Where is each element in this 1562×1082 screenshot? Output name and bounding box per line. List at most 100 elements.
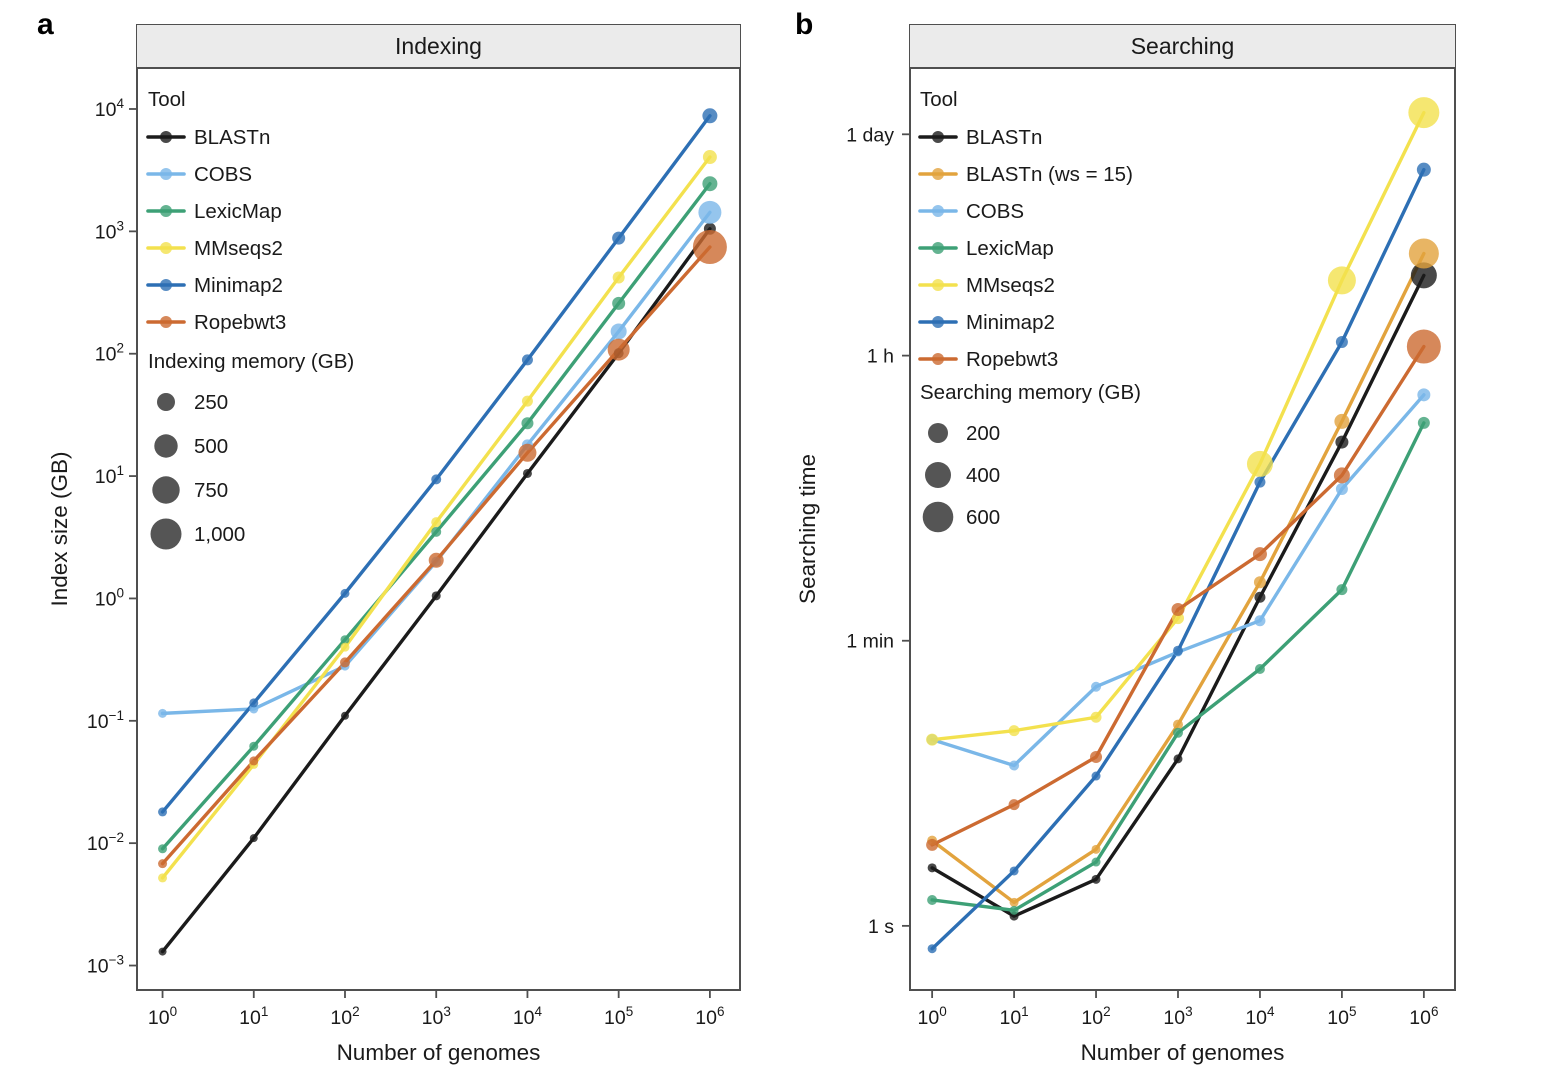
data-point: [158, 873, 168, 883]
series-line-LexicMap: [930, 421, 1426, 913]
series-points-Ropebwt3: [926, 329, 1441, 851]
data-point: [1333, 467, 1350, 484]
legend-point-swatch: [932, 279, 944, 291]
data-point: [521, 395, 533, 407]
legend-item-label: COBS: [966, 200, 1024, 223]
size-legend-label: 500: [194, 435, 228, 458]
series-points-Ropebwt3: [158, 229, 727, 869]
panel-b: 100 101 102 103 104 105 106 1 day 1 h 1 min 1 s Too…: [846, 67, 1456, 1029]
data-point: [1246, 450, 1273, 477]
data-point: [1335, 435, 1349, 449]
series-points-MMseqs2: [926, 97, 1440, 746]
series-points-LexicMap: [927, 416, 1430, 915]
data-point: [610, 323, 627, 340]
data-point: [1406, 329, 1441, 364]
data-point: [158, 807, 168, 817]
series-points-LexicMap: [158, 176, 718, 854]
data-point: [927, 894, 938, 905]
data-point: [607, 338, 630, 361]
series-points-Minimap2: [158, 108, 718, 817]
legend-item-label: MMseqs2: [194, 237, 283, 260]
x-axis-tick-label: 102: [1081, 1004, 1110, 1029]
data-point: [1334, 413, 1350, 429]
x-axis-tick-label: 101: [239, 1004, 268, 1029]
panel-a-y-axis-title: Index size (GB): [47, 451, 72, 607]
size-legend-label: 200: [966, 422, 1000, 445]
data-point: [1090, 751, 1103, 764]
data-point: [1254, 476, 1266, 488]
data-point: [158, 844, 168, 854]
x-axis-tick-label: 100: [918, 1004, 947, 1029]
data-point: [158, 708, 168, 718]
data-point: [1254, 591, 1266, 603]
legend-item-label: LexicMap: [966, 237, 1054, 260]
tool-legend-title: Tool: [920, 88, 958, 111]
size-legend-label: 600: [966, 506, 1000, 529]
data-point: [158, 859, 168, 869]
size-legend-circle: [152, 476, 180, 504]
data-point: [1173, 754, 1183, 764]
series-line-Ropebwt3: [930, 344, 1426, 847]
legend-item-label: LexicMap: [194, 200, 282, 223]
data-point: [1408, 238, 1439, 269]
size-legend-circle: [154, 434, 178, 458]
data-point: [612, 296, 626, 310]
x-axis-tick-label: 104: [513, 1004, 543, 1029]
legend-point-swatch: [160, 242, 172, 254]
data-point: [521, 417, 534, 430]
x-axis-tick-label: 106: [1409, 1004, 1438, 1029]
series-points-BLASTn: [927, 262, 1437, 921]
size-legend-label: 750: [194, 479, 228, 502]
legend-point-swatch: [160, 279, 172, 291]
data-point: [428, 552, 444, 568]
series-line-BLASTn: [930, 273, 1426, 918]
data-point: [518, 443, 537, 462]
y-axis-tick-label: 1 day: [846, 124, 894, 146]
legend-point-swatch: [932, 316, 944, 328]
series-points-COBS: [926, 388, 1431, 771]
data-point: [1091, 844, 1101, 854]
x-axis-tick-label: 101: [999, 1004, 1028, 1029]
x-axis-tick-label: 104: [1245, 1004, 1275, 1029]
legend-item-label: BLASTn (ws = 15): [966, 163, 1133, 186]
data-point: [1009, 897, 1019, 907]
data-point: [1335, 483, 1348, 496]
y-axis-tick-label: 10−3: [87, 953, 124, 978]
panel-a-x-axis-title: Number of genomes: [336, 1040, 541, 1065]
data-point: [1008, 799, 1020, 811]
data-point: [1417, 388, 1431, 402]
data-point: [249, 756, 259, 766]
data-point: [521, 354, 533, 366]
legend-item-label: BLASTn: [966, 126, 1042, 149]
data-point: [340, 642, 350, 652]
panel-b-label: b: [795, 8, 814, 41]
data-point: [1417, 416, 1430, 429]
data-point: [1009, 866, 1019, 876]
size-legend-label: 400: [966, 464, 1000, 487]
data-point: [927, 944, 937, 954]
data-point: [1008, 725, 1020, 737]
y-axis-tick-label: 101: [95, 463, 124, 488]
size-legend: Searching memory (GB) 200 400 600: [920, 381, 1141, 533]
y-axis-tick-label: 1 h: [867, 346, 894, 368]
data-point: [1009, 905, 1019, 915]
data-point: [249, 698, 259, 708]
data-point: [1335, 335, 1348, 348]
data-point: [340, 588, 350, 598]
data-point: [702, 150, 717, 165]
data-point: [431, 517, 442, 528]
panel-b-y-axis-title: Searching time: [795, 453, 820, 605]
y-axis-tick-label: 100: [95, 585, 124, 610]
data-point: [158, 947, 167, 956]
data-point: [1091, 771, 1101, 781]
tool-legend: Tool BLASTn COBS LexicMap MMseqs2 Minimap2 Rop…: [146, 88, 286, 334]
data-point: [339, 657, 350, 668]
data-point: [1327, 266, 1356, 295]
legend-item-label: Minimap2: [194, 274, 283, 297]
data-point: [431, 474, 442, 485]
data-point: [1091, 857, 1101, 867]
data-point: [702, 108, 718, 124]
data-point: [1172, 719, 1183, 730]
y-axis-tick-label: 10−1: [87, 708, 124, 733]
